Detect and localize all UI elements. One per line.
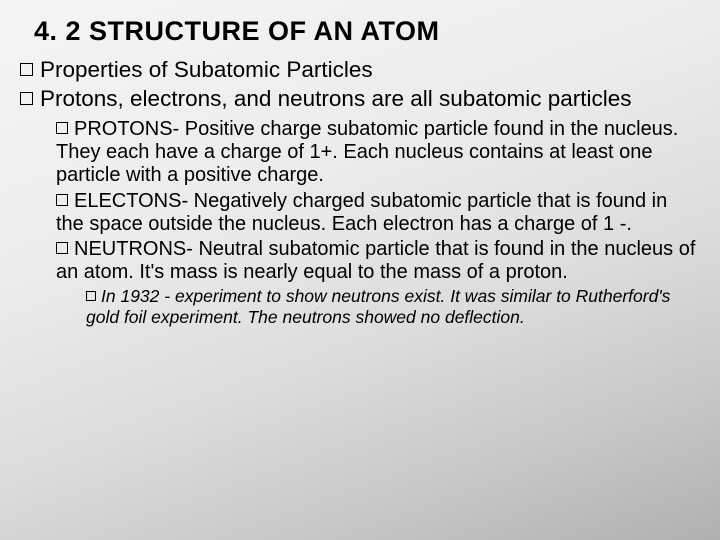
- checkbox-icon: [56, 194, 68, 206]
- slide-title: 4. 2 STRUCTURE OF AN ATOM: [34, 16, 700, 47]
- checkbox-icon: [56, 122, 68, 134]
- bullet-text: NEUTRONS- Neutral subatomic particle tha…: [56, 238, 695, 283]
- bullet-protons: PROTONS- Positive charge subatomic parti…: [20, 118, 700, 188]
- checkbox-icon: [86, 291, 96, 301]
- slide: 4. 2 STRUCTURE OF AN ATOM Properties of …: [0, 0, 720, 328]
- bullet-text: Protons, electrons, and neutrons are all…: [40, 86, 632, 111]
- checkbox-icon: [56, 242, 68, 254]
- bullet-text: In 1932 - experiment to show neutrons ex…: [86, 286, 670, 327]
- bullet-text: PROTONS- Positive charge subatomic parti…: [56, 118, 678, 186]
- bullet-electrons: ELECTONS- Negatively charged subatomic p…: [20, 190, 700, 236]
- bullet-subatomic-list: Protons, electrons, and neutrons are all…: [20, 86, 700, 113]
- checkbox-icon: [20, 92, 33, 105]
- bullet-text: ELECTONS- Negatively charged subatomic p…: [56, 190, 667, 235]
- bullet-text: Properties of Subatomic Particles: [40, 57, 373, 82]
- bullet-1932-experiment: In 1932 - experiment to show neutrons ex…: [20, 286, 700, 327]
- bullet-neutrons: NEUTRONS- Neutral subatomic particle tha…: [20, 238, 700, 284]
- sub-bullets: PROTONS- Positive charge subatomic parti…: [20, 118, 700, 328]
- bullet-properties: Properties of Subatomic Particles: [20, 57, 700, 84]
- checkbox-icon: [20, 63, 33, 76]
